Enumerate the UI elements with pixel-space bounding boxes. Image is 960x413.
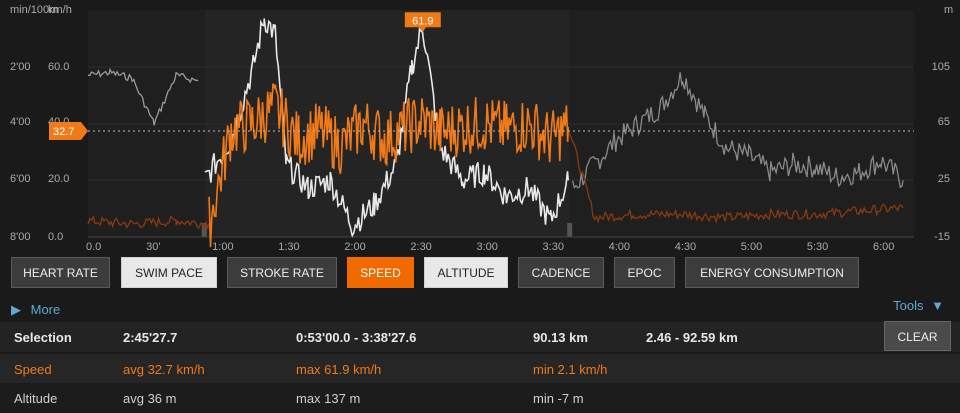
speed-label: Speed [14, 362, 52, 377]
altitude-tick-label: 105 [932, 61, 950, 73]
speed-avg: avg 32.7 km/h [123, 362, 205, 377]
selection-handle-right [567, 223, 573, 237]
max-speed-value: 61.9 [412, 15, 433, 27]
max-speed-marker [404, 12, 441, 33]
time-tick-label: 2:00 [344, 241, 365, 252]
heart-rate-button[interactable]: HEART RATE [11, 257, 110, 288]
more-label: More [30, 302, 61, 317]
clear-button[interactable]: CLEAR [884, 321, 951, 351]
average-speed-value: 32.7 [53, 126, 74, 138]
speed-min: min 2.1 km/h [533, 362, 608, 377]
speed-max: max 61.9 km/h [296, 362, 382, 377]
altitude-label: Altitude [14, 391, 58, 406]
altitude-line-outside [571, 72, 904, 189]
time-tick-label: 4:30 [675, 241, 696, 252]
speed-line [208, 83, 569, 248]
tools-menu[interactable]: Tools ▼ [893, 298, 944, 313]
epoc-button[interactable]: EPOC [614, 257, 675, 288]
right-axis-title: m [944, 4, 953, 16]
altitude-avg: avg 36 m [123, 391, 177, 406]
swim-pace-button[interactable]: SWIM PACE [121, 257, 217, 288]
stroke-rate-button[interactable]: STROKE RATE [227, 257, 337, 288]
selection-label: Selection [14, 330, 72, 345]
left-axis-title-speed: km/h [48, 4, 72, 16]
left-axis-title: min/100m [10, 4, 58, 16]
time-tick-label: 1:00 [212, 241, 233, 252]
altitude-max: max 137 m [296, 391, 361, 406]
energy-consumption-button[interactable]: ENERGY CONSUMPTION [685, 257, 859, 288]
selection-distance-range: 2.46 - 92.59 km [646, 330, 738, 345]
more-toggle[interactable]: ▶ More [11, 302, 60, 318]
altitude-row: Altitude avg 36 m max 137 m min -7 m [0, 383, 960, 413]
speed-tick-label: 60.0 [48, 61, 69, 73]
time-tick-label: 0.0 [86, 241, 101, 252]
speed-tick-label: 0.0 [48, 231, 63, 243]
time-tick-label: 5:00 [741, 241, 762, 252]
selection-distance: 90.13 km [533, 330, 588, 345]
speed-line-before-selection [87, 214, 210, 231]
cadence-button[interactable]: CADENCE [518, 257, 604, 288]
swim-pace-line [87, 67, 199, 126]
selection-range: 0:53'00.0 - 3:38'27.6 [296, 330, 417, 345]
tools-label: Tools [893, 298, 924, 313]
altitude-line [204, 18, 569, 238]
selection-row: Selection 2:45'27.7 0:53'00.0 - 3:38'27.… [0, 322, 960, 352]
altitude-tick-label: 25 [938, 173, 950, 185]
altitude-min: min -7 m [533, 391, 584, 406]
pace-tick-label: 6'00 [10, 173, 30, 185]
time-tick-label: 3:00 [476, 241, 497, 252]
pace-tick-label: 2'00 [10, 61, 30, 73]
average-speed-marker [49, 121, 88, 140]
time-tick-label: 3:30 [543, 241, 564, 252]
caret-down-icon: ▼ [931, 298, 944, 313]
altitude-tick-label: 65 [938, 116, 950, 128]
chart[interactable]: min/100mkm/hm2'004'006'008'0060.040.020.… [0, 0, 960, 252]
speed-tick-label: 20.0 [48, 173, 69, 185]
caret-right-icon: ▶ [11, 302, 21, 317]
time-tick-label: 6:00 [873, 241, 894, 252]
speed-row: Speed avg 32.7 km/h max 61.9 km/h min 2.… [0, 354, 960, 384]
time-tick-label: 30' [146, 241, 160, 252]
pace-tick-label: 4'00 [10, 116, 30, 128]
selection-duration: 2:45'27.7 [123, 330, 178, 345]
speed-line-after-selection [567, 130, 904, 224]
pace-tick-label: 8'00 [10, 231, 30, 243]
time-tick-label: 1:30 [278, 241, 299, 252]
speed-button[interactable]: SPEED [347, 257, 414, 288]
time-tick-label: 4:00 [609, 241, 630, 252]
time-tick-label: 5:30 [807, 241, 828, 252]
altitude-button[interactable]: ALTITUDE [424, 257, 508, 288]
altitude-tick-label: -15 [934, 231, 950, 243]
time-tick-label: 2:30 [410, 241, 431, 252]
